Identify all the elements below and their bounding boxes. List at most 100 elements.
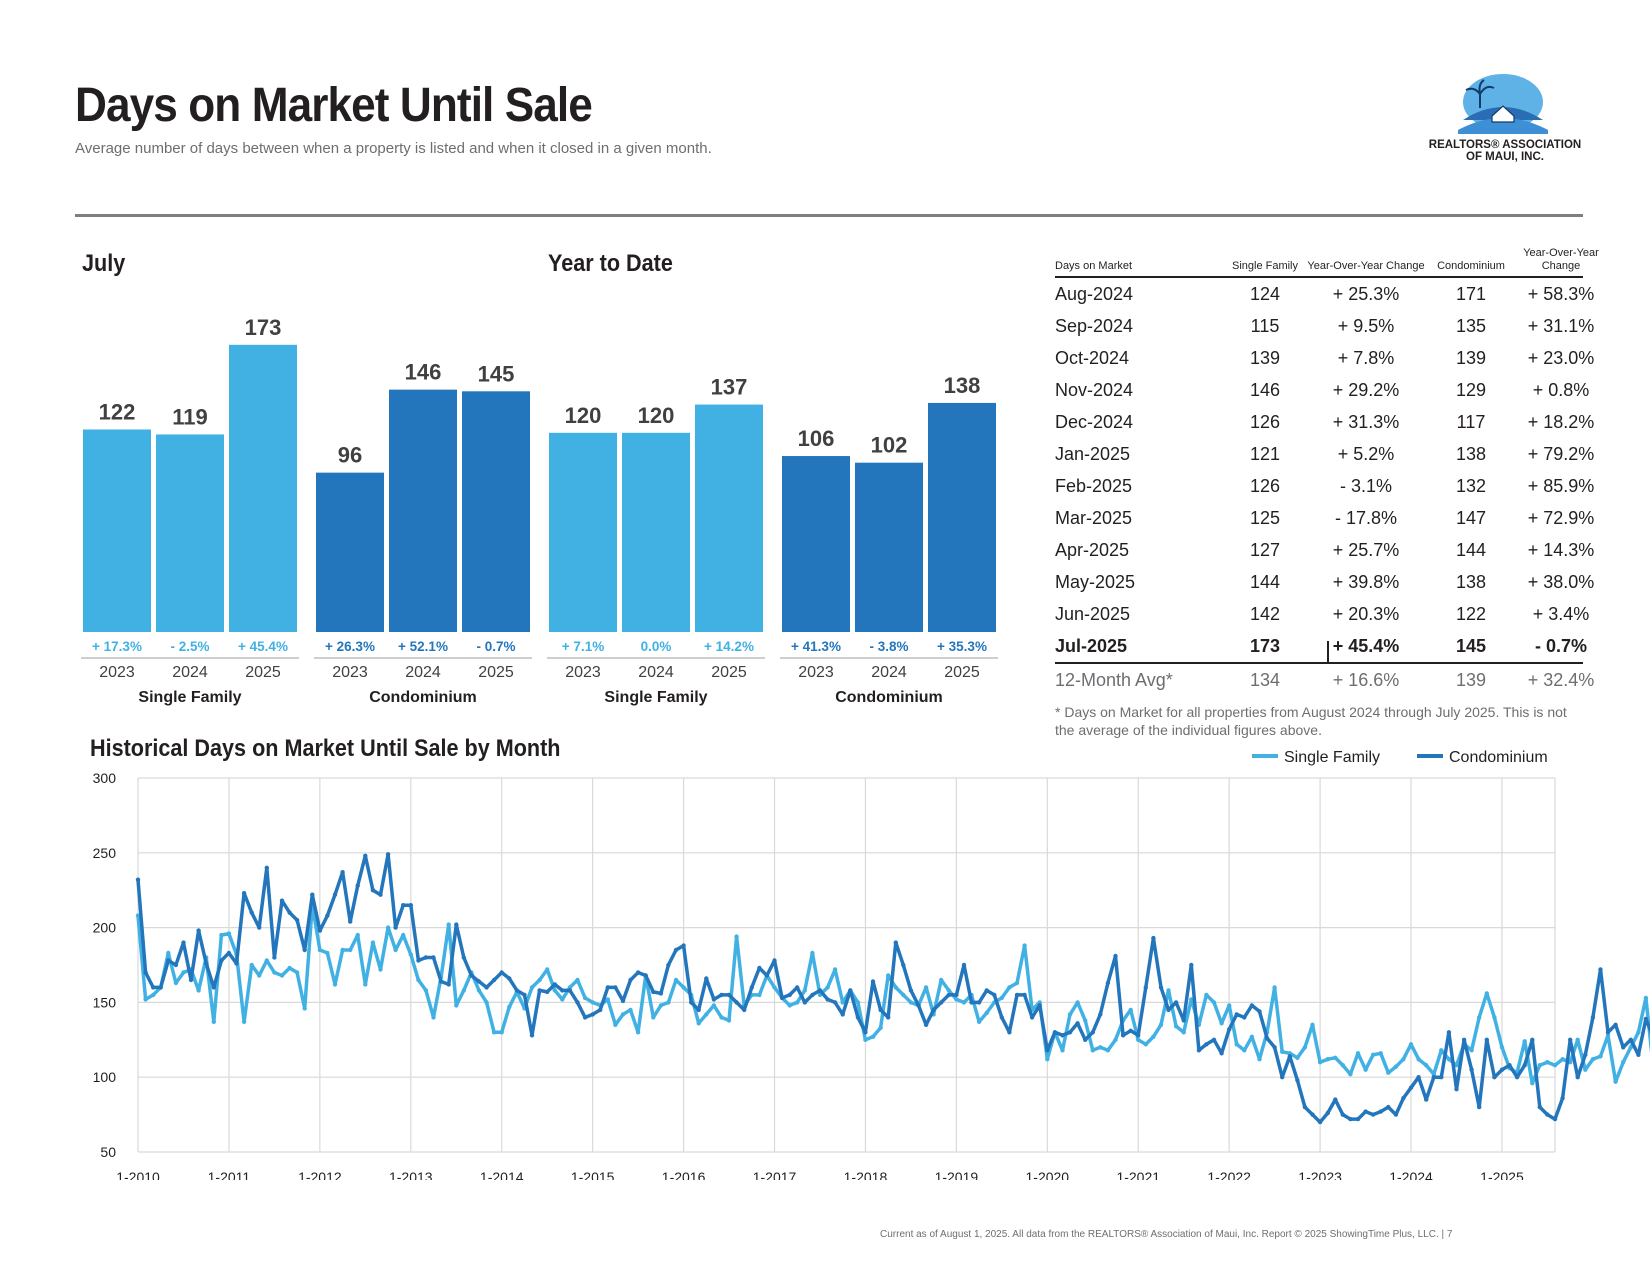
series-point-single-family [1242, 1048, 1247, 1053]
y-tick-150: 150 [93, 994, 117, 1010]
series-point-condominium [613, 985, 618, 990]
series-point-single-family [332, 982, 338, 987]
table-cell-sf: 144 [1249, 572, 1281, 592]
series-point-condominium [1219, 1051, 1224, 1056]
series-point-condominium [438, 979, 444, 984]
series-point-condominium [726, 992, 732, 998]
series-point-condominium [923, 1022, 929, 1027]
series-point-condominium [1333, 1097, 1338, 1102]
table-col-sf: Single Family [1231, 260, 1299, 272]
series-point-single-family [363, 982, 368, 987]
table-cell-sf: 139 [1249, 348, 1281, 368]
series-point-single-family [1075, 1000, 1080, 1005]
series-point-condominium [1530, 1037, 1535, 1042]
series-point-single-family [666, 1000, 671, 1005]
table-row: Oct-2024 139 + 7.8% 139 + 23.0% [1055, 342, 1594, 374]
series-point-single-family [772, 985, 777, 990]
series-point-single-family [249, 962, 254, 968]
series-point-condominium [696, 1007, 701, 1013]
july-sf-bar-2025 [229, 344, 297, 632]
series-point-single-family [1621, 1060, 1626, 1065]
series-point-single-family [886, 973, 891, 978]
table-cell-month: Nov-2024 [1055, 380, 1134, 400]
series-point-single-family [1446, 1057, 1452, 1062]
series-point-condominium [234, 961, 239, 966]
july-sf-bar-2023 [83, 429, 151, 632]
series-point-condominium [817, 988, 823, 993]
logo-text-line2: OF MAUI, INC. [1466, 151, 1544, 163]
series-point-condominium [1196, 1048, 1202, 1053]
series-point-condominium [317, 928, 323, 933]
series-point-condominium [575, 1000, 580, 1005]
series-point-condominium [886, 1015, 891, 1020]
series-point-condominium [151, 985, 156, 990]
table-col-sf-change: Year-Over-Year Change [1307, 260, 1425, 272]
july-condo-value-2024: 146 [405, 360, 442, 385]
table-row: Feb-2025 126 - 3.1% 132 + 85.9% [1055, 470, 1594, 502]
series-point-single-family [711, 1003, 717, 1008]
series-point-single-family [1416, 1057, 1421, 1062]
table-cell-sf-change: + 16.6% [1332, 670, 1400, 690]
x-tick-1-2017: 1-2017 [753, 1169, 797, 1180]
series-point-condominium [1120, 1033, 1126, 1038]
series-point-condominium [1431, 1075, 1437, 1080]
ytd-condo-year-2024: 2024 [871, 664, 907, 681]
series-point-condominium [711, 997, 717, 1002]
series-point-single-family [1628, 1045, 1634, 1050]
series-point-single-family [1295, 1055, 1300, 1060]
table-cell-sf: 146 [1249, 380, 1281, 400]
series-point-condominium [135, 877, 141, 882]
table-cell-sf-change: + 20.3% [1332, 604, 1400, 624]
series-point-condominium [1022, 992, 1027, 998]
series-point-condominium [976, 1000, 982, 1005]
series-point-single-family [1098, 1045, 1103, 1050]
table-cell-sf-change: + 9.5% [1337, 316, 1395, 336]
series-point-condominium [643, 973, 648, 978]
series-point-single-family [946, 988, 951, 993]
series-point-condominium [704, 976, 709, 981]
ytd-condo-change-2024: - 3.8% [869, 639, 908, 654]
series-point-single-family [613, 1022, 618, 1027]
ytd-condo-bar-2023 [782, 456, 850, 632]
series-point-single-family [984, 1010, 989, 1016]
series-point-single-family [1317, 1060, 1323, 1065]
table-cell-condo-change: + 72.9% [1527, 508, 1595, 528]
series-point-single-family [1537, 1063, 1543, 1068]
series-point-condominium [954, 992, 959, 998]
footer-text: Current as of August 1, 2025. All data f… [880, 1229, 1453, 1240]
series-point-single-family [878, 1025, 883, 1030]
series-point-condominium [1189, 962, 1194, 968]
series-point-condominium [514, 988, 520, 993]
y-tick-250: 250 [93, 845, 117, 861]
series-point-condominium [1075, 1021, 1080, 1026]
series-point-single-family [855, 1000, 861, 1005]
series-point-condominium [863, 1030, 868, 1035]
x-tick-1-2016: 1-2016 [662, 1169, 706, 1180]
ytd-sf-change-2025: + 14.2% [704, 639, 754, 654]
series-point-condominium [461, 955, 466, 960]
july-condo-year-2023: 2023 [332, 664, 368, 681]
series-point-single-family [734, 934, 739, 939]
series-point-condominium [673, 947, 679, 953]
table-cell-sf: 121 [1249, 444, 1281, 464]
series-point-condominium [1446, 1030, 1452, 1035]
ytd-condo-value-2023: 106 [798, 426, 835, 451]
series-point-single-family [1378, 1051, 1383, 1056]
series-point-condominium [961, 962, 967, 968]
series-point-single-family [1424, 1063, 1429, 1068]
series-point-condominium [787, 992, 792, 998]
table-cell-condo: 122 [1455, 604, 1487, 624]
series-point-single-family [484, 1000, 489, 1005]
table-cell-month: Apr-2025 [1055, 540, 1130, 560]
series-point-single-family [1477, 1015, 1482, 1020]
table-cell-sf-change: - 3.1% [1339, 476, 1393, 496]
series-point-condominium [332, 892, 338, 897]
series-point-single-family [370, 940, 376, 945]
series-point-condominium [249, 910, 254, 915]
series-point-single-family [1643, 995, 1649, 1001]
series-point-condominium [734, 1000, 739, 1005]
july-condo-year-2024: 2024 [405, 664, 441, 681]
series-point-single-family [1613, 1079, 1618, 1084]
series-point-condominium [302, 947, 307, 953]
series-point-condominium [992, 992, 997, 998]
